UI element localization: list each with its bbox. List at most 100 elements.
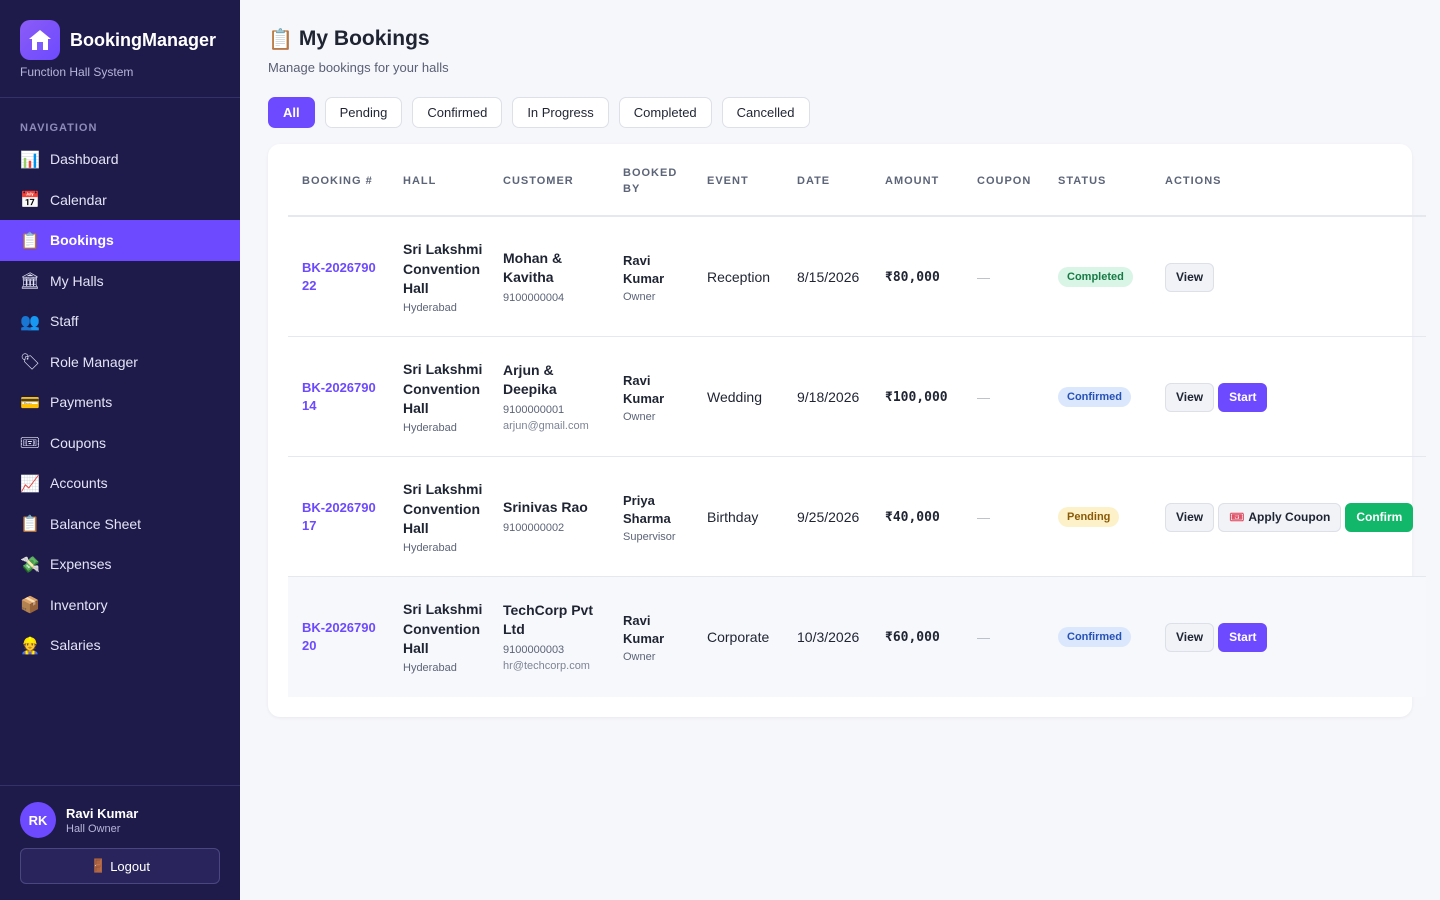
table-cell: Priya Sharma Supervisor [623,457,683,577]
customer-email: arjun@gmail.com [503,419,589,432]
view-button[interactable]: View [1165,262,1215,292]
button-label: View [1176,510,1204,524]
filter-tab-completed[interactable]: Completed [618,97,712,128]
hall-city: Hyderabad [403,421,457,434]
booking-number-link[interactable]: BK-202679017 [302,500,376,533]
booked-by-role: Owner [623,650,656,663]
table-cell: View [1165,217,1218,337]
view-button[interactable]: View [1165,622,1215,652]
view-button[interactable]: View [1165,382,1215,412]
sidebar-item-calendar[interactable]: 📅 Calendar [0,180,240,221]
sidebar-item-balance-sheet[interactable]: 📋 Balance Sheet [0,504,240,545]
sidebar-item-my-halls[interactable]: 🏛 My Halls [0,261,240,302]
booking-date: 9/18/2026 [797,389,860,405]
sidebar-item-payments[interactable]: 💳 Payments [0,382,240,423]
sidebar-item-coupons[interactable]: 🎟 Coupons [0,423,240,464]
table-cell: Reception [707,217,770,337]
customer-phone: 9100000003 [503,643,565,656]
start-button[interactable]: Start [1218,622,1268,652]
booked-by-role: Supervisor [623,530,676,543]
clipboard-icon: 📋 [20,230,40,250]
filter-tab-confirmed[interactable]: Confirmed [412,97,503,128]
hall-name: Sri Lakshmi Convention Hall [403,361,483,417]
sidebar-item-label: Bookings [50,232,114,249]
sidebar-item-staff[interactable]: 👥 Staff [0,301,240,342]
table-cell: Corporate [707,577,769,697]
event-type: Reception [707,269,771,285]
sidebar-item-bookings[interactable]: 📋 Bookings [0,220,240,261]
booking-amount: ₹80,000 [885,269,940,285]
logout-button[interactable]: 🚪 Logout [20,848,220,884]
table-cell: 9/25/2026 [797,457,859,577]
table-body: BK-202679022 Sri Lakshmi Convention Hall H… [288,217,1426,697]
sidebar-item-inventory[interactable]: 📦 Inventory [0,585,240,626]
booking-number-link[interactable]: BK-202679014 [302,380,376,413]
button-label: Confirm [1356,510,1403,524]
sidebar-item-accounts[interactable]: 📈 Accounts [0,463,240,504]
booking-amount: ₹40,000 [885,509,940,525]
sidebar-item-label: Balance Sheet [50,515,142,532]
button-label: View [1176,390,1204,404]
table-cell: BK-202679014 [302,337,382,457]
filter-tab-cancelled[interactable]: Cancelled [721,97,810,128]
table-cell: Ravi Kumar Owner [623,217,683,337]
table-cell: View 🎟 Apply Coupon Confirm [1165,457,1417,577]
logout-label: Logout [110,858,150,874]
table-row: BK-202679014 Sri Lakshmi Convention Hall H… [288,337,1426,457]
user-profile: RK Ravi Kumar Hall Owner [20,802,138,838]
column-header-status: STATUS [1058,174,1107,187]
view-button[interactable]: View [1165,502,1215,532]
status-badge: Confirmed [1058,387,1131,407]
column-header-booking: BOOKING # [302,174,373,187]
booking-number-link[interactable]: BK-202679020 [302,620,376,653]
filter-tab-all[interactable]: All [268,97,315,128]
button-label: Start [1229,390,1257,404]
sidebar: BookingManager Function Hall System NAVI… [0,0,240,900]
filter-tab-pending[interactable]: Pending [324,97,403,128]
sidebar-item-dashboard[interactable]: 📊 Dashboard [0,139,240,180]
column-header-customer: CUSTOMER [503,174,574,187]
money-wings-icon: 💸 [20,554,40,574]
customer-email: hr@techcorp.com [503,659,590,672]
table-row: BK-202679022 Sri Lakshmi Convention Hall H… [288,217,1426,337]
table-cell: ₹60,000 [885,577,940,697]
column-header-coupon: COUPON [977,174,1032,187]
worker-icon: 👷 [20,635,40,655]
table-cell: BK-202679017 [302,457,382,577]
app-name: BookingManager [70,29,217,50]
table-cell: 8/15/2026 [797,217,859,337]
table-cell: Pending [1058,457,1120,577]
customer-name: Mohan & Kavitha [503,249,563,285]
table-cell: Srinivas Rao 9100000002 [503,457,603,577]
table-cell: ₹100,000 [885,337,948,457]
button-label: Start [1229,630,1257,644]
brand[interactable]: BookingManager [20,20,216,60]
sidebar-item-expenses[interactable]: 💸 Expenses [0,544,240,585]
table-header: BOOKING # HALL CUSTOMER BOOKED BY EVENT DATE A… [288,144,1426,217]
sidebar-item-role-manager[interactable]: 🏷 Role Manager [0,342,240,383]
customer-phone: 9100000002 [503,522,565,534]
sidebar-item-salaries[interactable]: 👷 Salaries [0,625,240,666]
start-button[interactable]: Start [1218,382,1268,412]
booked-by-name: Ravi Kumar [623,252,665,286]
table-row: BK-202679020 Sri Lakshmi Convention Hall H… [288,577,1426,697]
apply-coupon-button[interactable]: 🎟 Apply Coupon [1218,502,1342,532]
filter-tab-in-progress[interactable]: In Progress [512,97,609,128]
trend-chart-icon: 📈 [20,473,40,493]
coupon-value: — [977,509,990,525]
table-cell: — [977,577,990,697]
table-cell: Sri Lakshmi Convention Hall Hyderabad [403,457,485,577]
table-cell: Wedding [707,337,762,457]
table-cell: — [977,457,990,577]
calendar-icon: 📅 [20,190,40,210]
avatar: RK [20,802,56,838]
column-header-actions: ACTIONS [1165,174,1222,187]
column-header-hall: HALL [403,174,437,187]
booking-date: 10/3/2026 [797,629,860,645]
confirm-button[interactable]: Confirm [1345,502,1414,532]
table-cell: Ravi Kumar Owner [623,577,683,697]
table-cell: Completed [1058,217,1133,337]
ticket-icon: 🎟 [1229,510,1245,524]
booking-number-link[interactable]: BK-202679022 [302,260,376,293]
coupon-value: — [977,389,990,405]
